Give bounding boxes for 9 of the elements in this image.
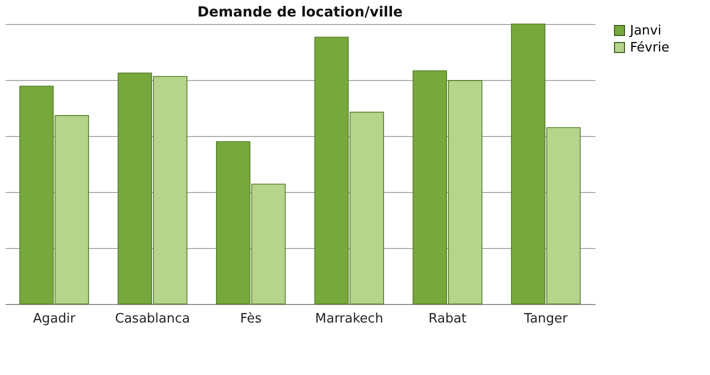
chart-title: Demande de location/ville — [197, 4, 403, 21]
legend-label: Janvi — [629, 24, 662, 38]
x-tick-label: Marrakech — [315, 312, 384, 326]
x-tick-label: Casablanca — [115, 312, 190, 326]
x-tick-label: Agadir — [33, 312, 76, 326]
x-tick-label: Tanger — [523, 312, 568, 326]
x-tick-label: Rabat — [428, 312, 467, 326]
x-tick-label: Fès — [240, 312, 262, 326]
legend-label: Févrie — [630, 40, 670, 56]
